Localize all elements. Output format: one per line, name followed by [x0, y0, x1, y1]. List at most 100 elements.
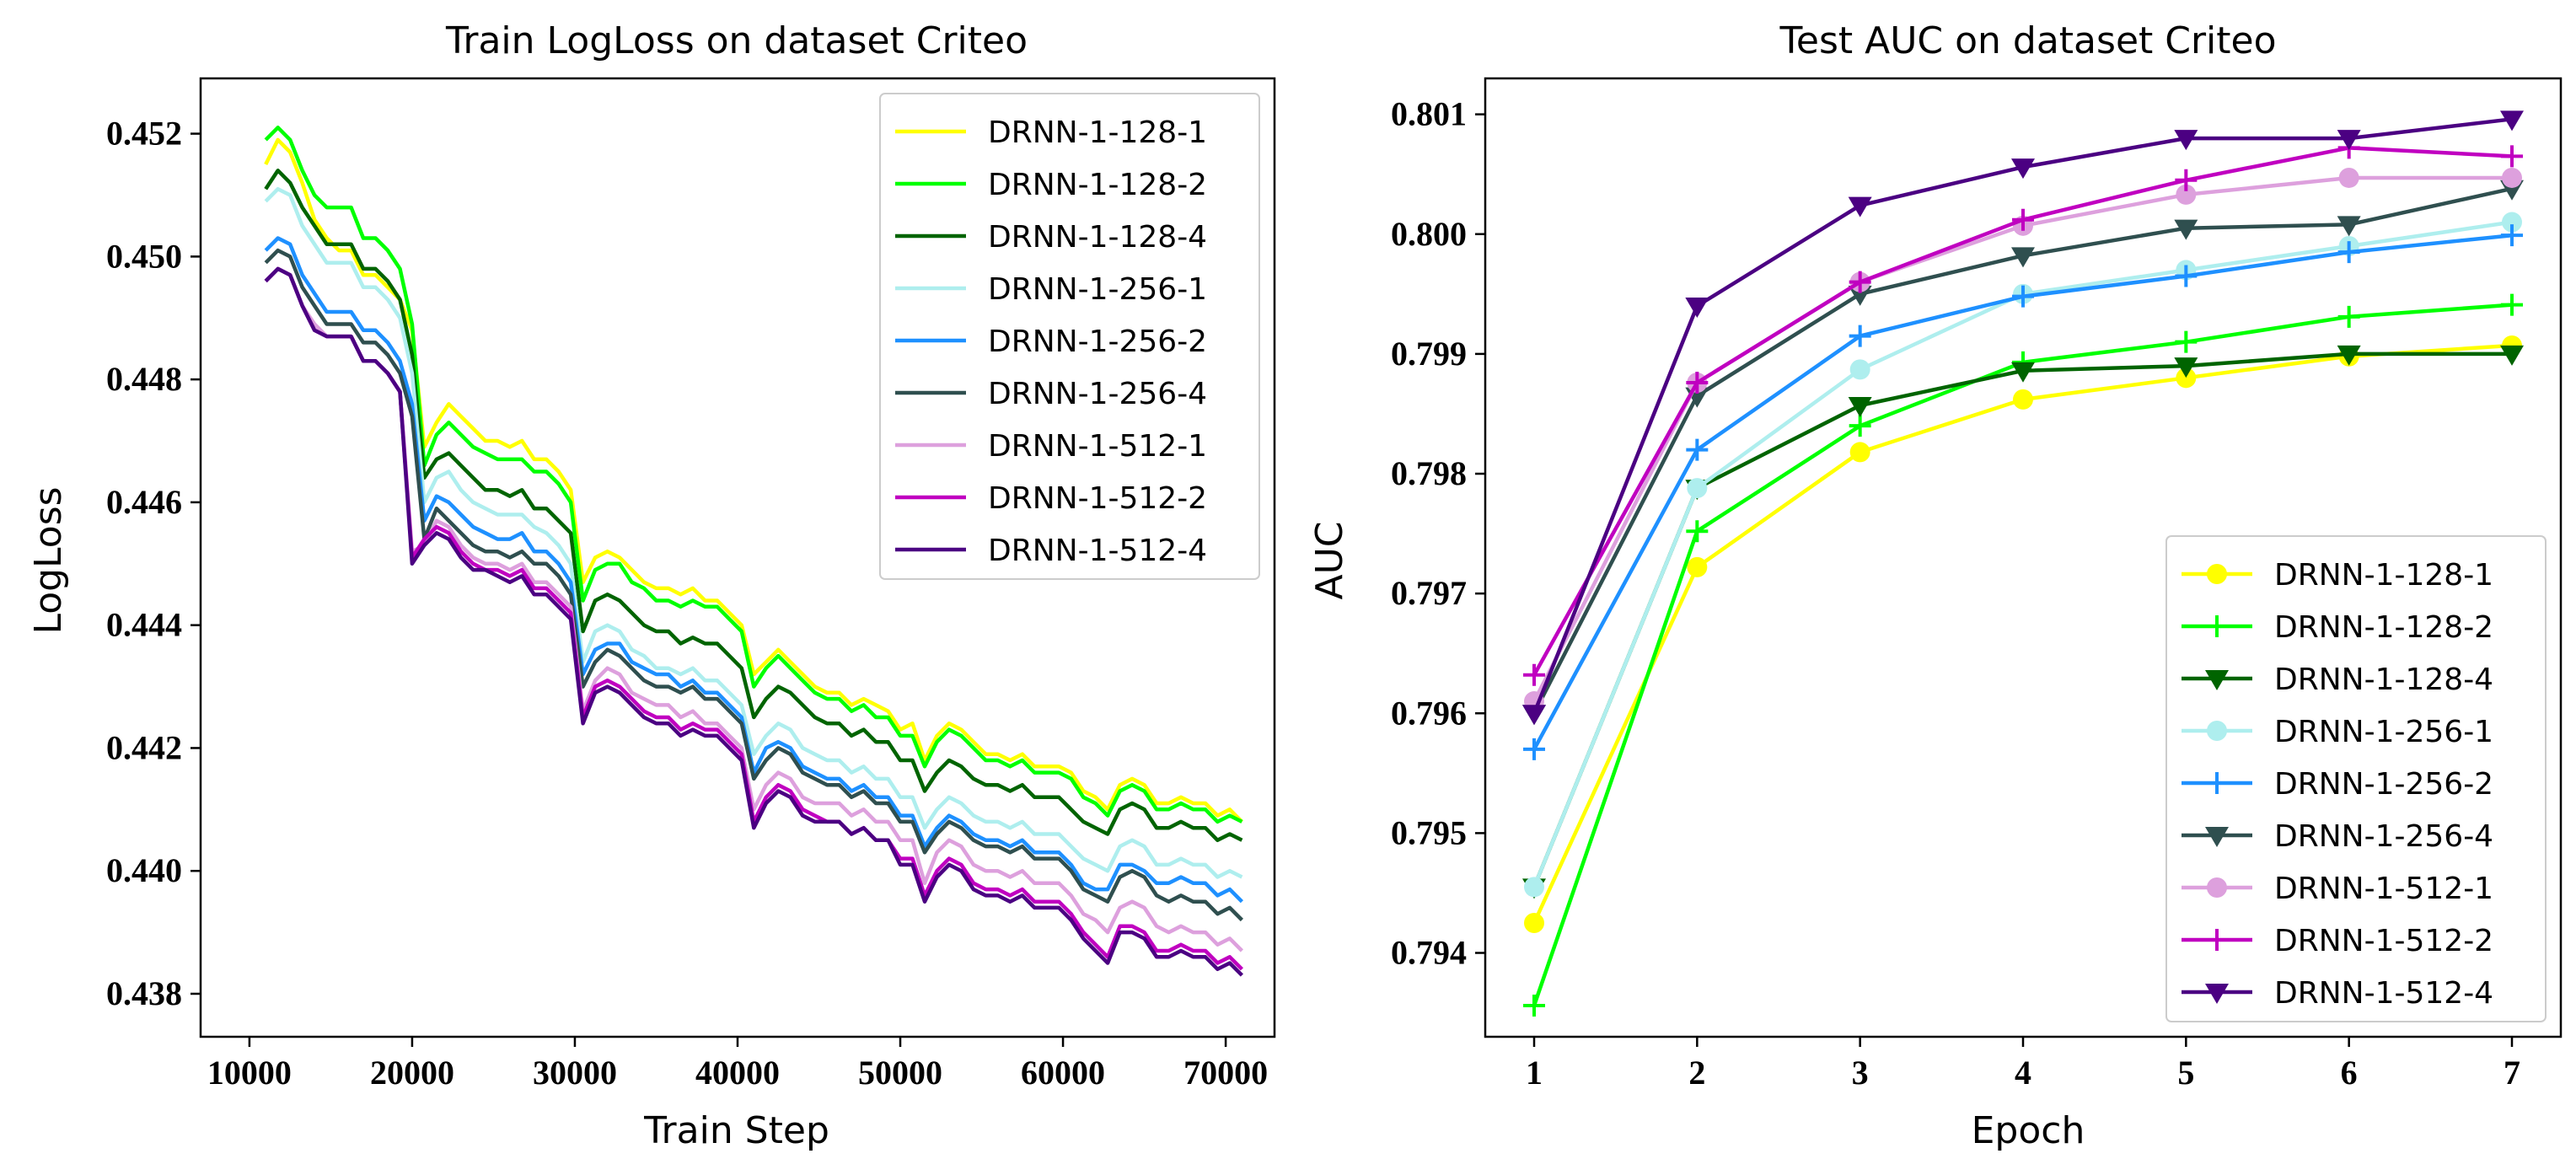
series-line-drnn-1-128-1 [264, 137, 1243, 824]
x-tick-label: 3 [1852, 1054, 1869, 1092]
x-tick-label: 40000 [695, 1054, 780, 1092]
data-point [2337, 305, 2360, 328]
legend-label: DRNN-1-256-2 [988, 325, 1207, 359]
x-tick-label: 5 [2177, 1054, 2194, 1092]
data-point [1523, 738, 1545, 760]
legend-marker [2205, 670, 2229, 690]
legend-label: DRNN-1-128-1 [2274, 558, 2493, 593]
train-logloss-chart: Train LogLoss on dataset Criteo Train St… [27, 19, 1276, 1152]
data-point [2175, 330, 2198, 353]
legend-label: DRNN-1-512-4 [988, 534, 1207, 568]
y-tick-label: 0.444 [106, 606, 182, 644]
legend-label: DRNN-1-128-1 [988, 115, 1207, 150]
data-point [1686, 438, 1709, 461]
data-point [1685, 298, 1709, 319]
test-auc-xlabel: Epoch [1972, 1109, 2085, 1152]
x-tick-label: 1 [1526, 1054, 1543, 1092]
y-tick-label: 0.801 [1391, 95, 1467, 133]
data-point [2338, 167, 2359, 188]
data-point [1849, 325, 1871, 347]
data-point [2012, 285, 2034, 308]
y-tick-label: 0.442 [106, 728, 182, 766]
legend-label: DRNN-1-512-2 [2274, 924, 2493, 958]
legend-marker [2207, 564, 2227, 584]
y-tick-label: 0.440 [106, 851, 182, 889]
train-logloss-title: Train LogLoss on dataset Criteo [445, 19, 1028, 62]
data-point [1686, 520, 1709, 543]
data-point [2175, 169, 2198, 191]
data-point [2013, 389, 2033, 410]
data-point [2011, 362, 2035, 383]
legend-marker [2207, 721, 2227, 741]
train-logloss-xlabel: Train Step [643, 1109, 829, 1152]
x-tick-label: 30000 [533, 1054, 617, 1092]
x-tick-label: 2 [1688, 1054, 1705, 1092]
y-tick-label: 0.450 [106, 237, 182, 275]
legend-label: DRNN-1-512-2 [988, 481, 1207, 516]
legend-box [2165, 535, 2546, 1022]
y-tick-label: 0.796 [1391, 694, 1467, 732]
legend-marker [2207, 877, 2227, 898]
legend-label: DRNN-1-256-1 [2274, 715, 2493, 749]
legend-marker [2205, 984, 2229, 1004]
legend-marker [2206, 772, 2228, 794]
data-point [2011, 158, 2035, 180]
legend-label: DRNN-1-256-2 [2274, 767, 2493, 802]
legend-label: DRNN-1-256-1 [988, 272, 1207, 307]
data-point [1849, 442, 1870, 463]
data-point [2337, 345, 2361, 366]
data-point [2174, 130, 2198, 151]
legend-label: DRNN-1-128-2 [2274, 610, 2493, 645]
data-point [2337, 216, 2361, 237]
series-group [1522, 110, 2524, 1017]
data-point [2502, 212, 2522, 233]
x-tick-label: 6 [2341, 1054, 2358, 1092]
data-point [2175, 265, 2198, 287]
data-point [2176, 184, 2197, 205]
legend-label: DRNN-1-128-4 [2274, 663, 2493, 697]
data-point [2502, 167, 2522, 188]
data-point [1524, 877, 1544, 898]
data-point [1522, 705, 1546, 726]
series-line-drnn-1-256-1 [264, 186, 1243, 879]
data-point [2012, 208, 2034, 231]
data-point [2337, 241, 2360, 264]
y-tick-label: 0.452 [106, 115, 182, 153]
legend-label: DRNN-1-512-1 [988, 429, 1207, 464]
data-point [2337, 130, 2361, 151]
data-point [2501, 293, 2523, 316]
legend: DRNN-1-128-1 DRNN-1-128-2 DRNN-1-128-4 DRNN… [2165, 535, 2546, 1022]
x-tick-label: 60000 [1021, 1054, 1105, 1092]
legend-marker [2206, 929, 2228, 951]
data-point [2174, 219, 2198, 240]
data-point [2501, 145, 2523, 168]
test-auc-ylabel: AUC [1308, 521, 1351, 599]
y-tick-label: 0.797 [1391, 574, 1467, 612]
data-point [2500, 345, 2524, 366]
x-tick-label: 20000 [370, 1054, 454, 1092]
test-auc-title: Test AUC on dataset Criteo [1779, 19, 2276, 62]
data-point [1848, 285, 1872, 306]
legend-label: DRNN-1-128-4 [988, 220, 1207, 255]
x-tick-label: 50000 [858, 1054, 942, 1092]
legend-label: DRNN-1-512-4 [2274, 976, 2493, 1011]
legend-label: DRNN-1-256-4 [2274, 819, 2493, 854]
data-point [1849, 415, 1871, 437]
y-tick-label: 0.795 [1391, 813, 1467, 851]
y-tick-label: 0.794 [1391, 934, 1467, 972]
data-point [1524, 912, 1544, 933]
data-point [1848, 196, 1872, 217]
legend-marker [2206, 615, 2228, 637]
data-point [1523, 663, 1545, 686]
data-point [2011, 247, 2035, 268]
data-point [2500, 110, 2524, 131]
test-auc-chart: Test AUC on dataset Criteo Epoch AUC 1 2 3… [1308, 19, 2563, 1152]
legend-label: DRNN-1-128-2 [988, 168, 1207, 202]
legend-label: DRNN-1-512-1 [2274, 872, 2493, 906]
legend: DRNN-1-128-1 DRNN-1-128-2 DRNN-1-128-4 DRNN… [879, 93, 1260, 580]
series-line-drnn-1-128-4 [264, 169, 1243, 843]
data-point [1523, 995, 1545, 1017]
y-tick-label: 0.799 [1391, 335, 1467, 373]
data-point [1849, 359, 1870, 380]
